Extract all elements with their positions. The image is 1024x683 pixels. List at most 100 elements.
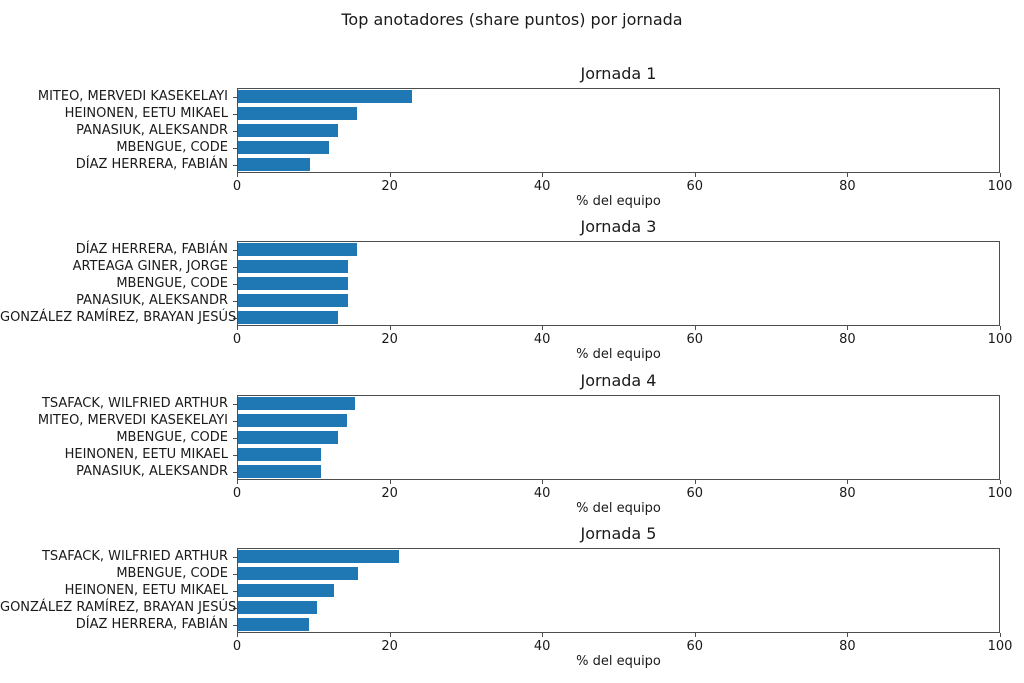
x-tick-label: 40: [533, 179, 551, 194]
bar: [238, 294, 348, 307]
y-tick-mark: [233, 249, 237, 251]
x-tick-label: 60: [686, 639, 704, 654]
x-tick-mark: [389, 633, 391, 637]
x-tick-mark: [389, 480, 391, 484]
x-tick-label: 80: [839, 179, 856, 194]
bar: [238, 90, 412, 103]
x-tick-label: 100: [987, 179, 1013, 194]
y-tick-label: MBENGUE, CODE: [116, 275, 228, 291]
x-tick-mark: [847, 173, 849, 177]
x-tick-mark: [694, 480, 696, 484]
x-axis-label: % del equipo: [576, 194, 661, 209]
x-tick-label: 100: [987, 486, 1013, 501]
x-tick-mark: [1000, 633, 1001, 637]
x-tick-mark: [389, 326, 391, 330]
bar: [238, 431, 338, 444]
x-tick-label: 40: [533, 332, 551, 347]
y-tick-mark: [233, 420, 237, 422]
x-tick-label: 20: [381, 639, 398, 654]
subplot-title: Jornada 3: [580, 217, 657, 236]
x-tick-mark: [1000, 173, 1001, 177]
y-tick-label: MBENGUE, CODE: [116, 429, 228, 445]
x-tick-mark: [542, 633, 544, 637]
y-tick-label: HEINONEN, EETU MIKAEL: [64, 105, 228, 121]
x-tick-label: 40: [533, 486, 551, 501]
x-tick-label: 60: [686, 486, 704, 501]
figure-title: Top anotadores (share puntos) por jornad…: [341, 10, 683, 29]
x-tick-label: 0: [232, 639, 242, 654]
y-tick-mark: [233, 164, 237, 166]
y-tick-mark: [233, 471, 237, 473]
x-tick-mark: [389, 173, 391, 177]
x-tick-label: 100: [987, 332, 1013, 347]
x-tick-label: 20: [381, 486, 398, 501]
y-tick-label: DÍAZ HERRERA, FABIÁN: [75, 241, 228, 257]
x-tick-mark: [237, 633, 238, 637]
bar: [238, 465, 322, 478]
x-tick-label: 100: [987, 639, 1013, 654]
bar: [238, 567, 358, 580]
bar: [238, 311, 338, 324]
bar: [238, 277, 348, 290]
y-tick-label: DÍAZ HERRERA, FABIÁN: [75, 156, 228, 172]
y-tick-label: MITEO, MERVEDI KASEKELAYI: [37, 88, 228, 104]
y-tick-mark: [233, 283, 237, 285]
bar: [238, 448, 322, 461]
x-tick-label: 80: [839, 332, 856, 347]
x-tick-mark: [542, 480, 544, 484]
y-tick-mark: [233, 624, 237, 626]
y-tick-label: DÍAZ HERRERA, FABIÁN: [75, 616, 228, 632]
x-tick-mark: [847, 326, 849, 330]
y-tick-mark: [233, 454, 237, 456]
x-tick-label: 0: [232, 179, 242, 194]
subplot-title: Jornada 4: [580, 371, 657, 390]
x-tick-mark: [847, 480, 849, 484]
y-tick-mark: [233, 573, 237, 575]
y-tick-mark: [233, 96, 237, 98]
subplot-title: Jornada 5: [580, 524, 657, 543]
y-tick-label: PANASIUK, ALEKSANDR: [76, 463, 228, 479]
x-tick-mark: [694, 633, 696, 637]
bar: [238, 141, 329, 154]
subplot-title: Jornada 1: [580, 64, 657, 83]
x-tick-mark: [1000, 326, 1001, 330]
y-tick-mark: [233, 317, 237, 319]
y-tick-mark: [233, 556, 237, 558]
y-tick-label: ARTEAGA GINER, JORGE: [72, 258, 228, 274]
x-tick-label: 60: [686, 179, 704, 194]
x-tick-label: 80: [839, 639, 856, 654]
y-tick-label: HEINONEN, EETU MIKAEL: [64, 582, 228, 598]
y-tick-label: TSAFACK, WILFRIED ARTHUR: [41, 548, 228, 564]
y-tick-mark: [233, 300, 237, 302]
y-tick-mark: [233, 147, 237, 149]
x-tick-label: 60: [686, 332, 704, 347]
bar: [238, 124, 338, 137]
x-tick-label: 80: [839, 486, 856, 501]
y-tick-mark: [233, 403, 237, 405]
y-tick-label: HEINONEN, EETU MIKAEL: [64, 446, 228, 462]
x-tick-mark: [694, 326, 696, 330]
axes-frame: [237, 241, 1000, 326]
y-tick-label: MITEO, MERVEDI KASEKELAYI: [37, 412, 228, 428]
bar: [238, 397, 355, 410]
x-tick-mark: [1000, 480, 1001, 484]
x-axis-label: % del equipo: [576, 654, 661, 669]
x-tick-mark: [237, 173, 238, 177]
y-tick-label: GONZÁLEZ RAMÍREZ, BRAYAN JESÚS: [0, 599, 237, 615]
y-tick-label: MBENGUE, CODE: [116, 139, 228, 155]
y-tick-label: MBENGUE, CODE: [116, 565, 228, 581]
y-tick-mark: [233, 437, 237, 439]
y-tick-label: GONZÁLEZ RAMÍREZ, BRAYAN JESÚS: [0, 309, 237, 325]
axes-frame: [237, 395, 1000, 480]
bar: [238, 243, 358, 256]
x-tick-label: 40: [533, 639, 551, 654]
y-tick-label: PANASIUK, ALEKSANDR: [76, 292, 228, 308]
x-axis-label: % del equipo: [576, 501, 661, 516]
y-tick-mark: [233, 590, 237, 592]
x-tick-label: 20: [381, 179, 398, 194]
x-tick-mark: [847, 633, 849, 637]
x-tick-label: 0: [232, 486, 242, 501]
bar: [238, 618, 309, 631]
x-tick-mark: [237, 326, 238, 330]
y-tick-mark: [233, 266, 237, 268]
